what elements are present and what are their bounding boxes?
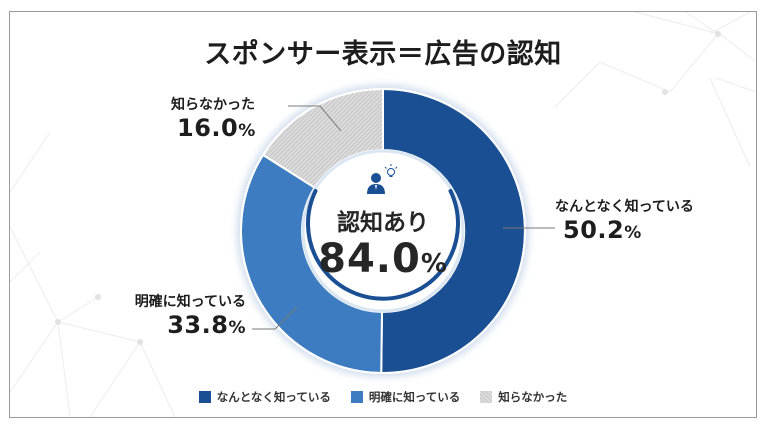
label-name: なんとなく知っている	[555, 199, 694, 215]
center-value-number: 84.0	[318, 236, 421, 282]
legend-swatch	[480, 391, 493, 403]
chart-legend: なんとなく知っている 明確に知っている 知らなかった	[10, 389, 756, 405]
person-lightbulb-icon	[367, 164, 398, 194]
legend-swatch	[350, 391, 363, 403]
label-value-unit: %	[624, 223, 642, 243]
center-value: 84.0%	[313, 237, 453, 286]
label-value: 16.0%	[171, 114, 256, 142]
chart-title: スポンサー表示＝広告の認知	[204, 39, 562, 70]
label-value-number: 16.0	[177, 114, 239, 142]
label-value-unit: %	[238, 121, 256, 141]
label-value-unit: %	[228, 318, 246, 338]
legend-item-not-aware: 知らなかった	[480, 389, 567, 405]
legend-item-somewhat-aware: なんとなく知っている	[198, 389, 331, 405]
background-network-decoration	[10, 12, 756, 417]
label-somewhat-aware: なんとなく知っている 50.2%	[555, 196, 694, 244]
label-value-number: 33.8	[167, 311, 229, 339]
label-name: 知らなかった	[171, 97, 255, 113]
inner-decorative-arc	[306, 189, 460, 301]
legend-label: 知らなかった	[498, 390, 568, 404]
label-name: 明確に知っている	[134, 294, 246, 310]
label-value: 33.8%	[116, 311, 246, 339]
chart-frame: スポンサー表示＝広告の認知	[9, 11, 757, 418]
donut-outer-rim	[240, 88, 526, 374]
donut-hole	[303, 151, 463, 311]
label-value-number: 50.2	[563, 216, 625, 244]
legend-item-clearly-aware: 明確に知っている	[350, 389, 461, 405]
leader-line-not-aware	[288, 105, 342, 132]
center-annotation: 認知あり 84.0%	[313, 167, 453, 286]
center-value-unit: %	[420, 249, 448, 279]
leader-line-clearly-aware	[252, 306, 298, 330]
donut-hole-rim	[301, 149, 465, 313]
legend-label: 明確に知っている	[368, 390, 461, 404]
legend-swatch	[198, 391, 211, 403]
donut-chart	[237, 85, 555, 377]
legend-label: なんとなく知っている	[216, 390, 331, 404]
label-value: 50.2%	[555, 216, 694, 244]
center-label: 認知あり	[337, 210, 429, 236]
label-not-aware: 知らなかった 16.0%	[171, 94, 256, 142]
label-clearly-aware: 明確に知っている 33.8%	[116, 291, 246, 339]
